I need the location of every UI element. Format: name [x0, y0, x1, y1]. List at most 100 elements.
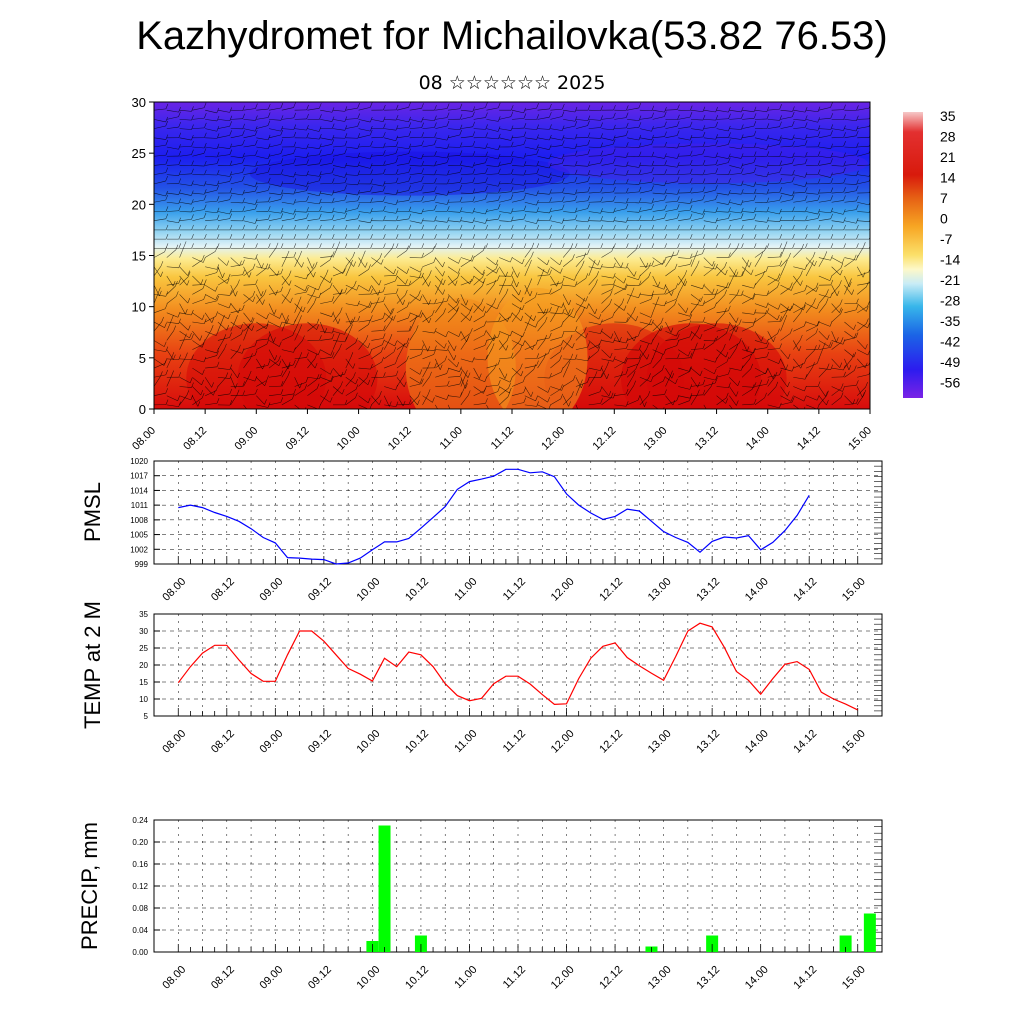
wind-barb — [217, 181, 230, 185]
wind-barb-feather — [434, 105, 437, 111]
wind-barb — [780, 319, 786, 332]
wind-barb-feather — [216, 398, 220, 404]
wind-barb-feather — [447, 345, 450, 351]
wind-barb-feather — [761, 336, 764, 342]
wind-barb-feather — [441, 410, 443, 415]
wind-barb — [384, 128, 397, 131]
wind-barb — [742, 325, 754, 332]
wind-barb — [256, 164, 269, 166]
wind-barb-feather — [572, 343, 575, 349]
wind-barb-feather — [644, 401, 647, 407]
wind-barb-feather — [325, 269, 329, 275]
wind-barb — [243, 345, 256, 350]
wind-barb — [486, 173, 499, 175]
wind-barb — [307, 163, 320, 166]
wind-barb — [550, 108, 563, 111]
wind-barb-feather — [600, 372, 603, 378]
wind-barb — [243, 165, 256, 167]
wind-barb-feather — [600, 187, 603, 193]
wind-barb — [460, 109, 473, 112]
wind-barb-feather — [766, 308, 770, 314]
wind-barb-feather — [748, 262, 752, 268]
wind-barb-feather — [370, 315, 373, 321]
wind-barb-feather — [178, 121, 181, 128]
wind-barb — [869, 155, 870, 157]
wind-barb — [205, 163, 218, 166]
wind-barb — [371, 146, 384, 149]
wind-barb-feather — [319, 234, 322, 240]
wind-barb — [844, 154, 857, 157]
wind-barb-feather — [408, 325, 412, 332]
wind-barb — [166, 395, 178, 401]
wind-barb-feather — [787, 353, 791, 359]
wind-barb-feather — [805, 234, 808, 240]
wind-barb — [767, 331, 774, 342]
wind-barb — [166, 349, 174, 360]
wind-barb — [268, 266, 278, 276]
wind-barb — [805, 367, 813, 378]
wind-barb-feather — [316, 324, 319, 330]
wind-barb — [345, 389, 357, 396]
wind-barb — [448, 108, 461, 111]
wind-barb-feather — [229, 234, 233, 240]
wind-barb — [460, 173, 473, 175]
wind-barb-feather — [375, 370, 378, 376]
wind-barb-feather — [160, 271, 163, 277]
wind-barb-feather — [735, 317, 739, 323]
wind-barb — [818, 117, 831, 120]
x-tick-label: 14.00 — [743, 576, 771, 604]
wind-barb-feather — [273, 309, 277, 315]
wind-barb-feather — [418, 272, 422, 278]
wind-barb-feather — [791, 366, 795, 372]
wind-barb-feather — [625, 358, 628, 364]
wind-barb-feather — [216, 151, 220, 158]
wind-barb — [665, 218, 678, 221]
wind-barb — [345, 377, 356, 385]
wind-barb — [831, 165, 844, 167]
wind-barb — [575, 331, 585, 341]
wind-barb-feather — [877, 326, 879, 331]
wind-barb — [639, 395, 649, 406]
wind-barb — [537, 293, 550, 295]
wind-barb-feather — [382, 333, 386, 339]
wind-barb — [205, 403, 218, 406]
colorbar-label: -14 — [940, 252, 960, 268]
wind-barb-feather — [459, 160, 463, 166]
wind-barb — [192, 299, 204, 304]
wind-barb-feather — [549, 124, 552, 130]
wind-barb-feather — [178, 132, 182, 138]
wind-barb-feather — [536, 200, 539, 206]
wind-barb — [690, 153, 703, 157]
wind-barb — [166, 275, 174, 287]
wind-barb-feather — [651, 151, 655, 157]
wind-barb — [307, 302, 315, 313]
wind-barb-feather — [178, 224, 182, 231]
wind-barb — [754, 303, 767, 308]
wind-barb — [601, 191, 614, 194]
wind-barb — [614, 303, 625, 311]
wind-barb-feather — [816, 358, 820, 364]
wind-barb — [677, 275, 686, 287]
wind-barb-feather — [865, 344, 868, 350]
wind-barb — [588, 351, 599, 360]
wind-barb-feather — [288, 280, 292, 286]
wind-barb-feather — [434, 204, 437, 211]
wind-barb — [780, 386, 788, 397]
wind-barb-feather — [337, 333, 340, 339]
wind-barb — [562, 248, 572, 258]
wind-barb — [499, 162, 512, 166]
x-tick-label: 11.12 — [501, 964, 528, 991]
wind-barb-feather — [267, 103, 271, 110]
y-tick-label: 30 — [132, 95, 146, 110]
wind-barb-feather — [306, 213, 309, 219]
wind-barb-feather — [766, 123, 770, 129]
wind-barb — [831, 145, 844, 148]
wind-barb — [690, 294, 701, 302]
wind-barb-feather — [432, 309, 435, 316]
wind-barb-feather — [664, 169, 667, 175]
wind-barb-feather — [420, 349, 424, 355]
wind-barb — [844, 385, 857, 387]
wind-barb-feather — [562, 104, 565, 110]
wind-barb-feather — [191, 124, 194, 130]
wind-barb-feather — [765, 368, 768, 374]
